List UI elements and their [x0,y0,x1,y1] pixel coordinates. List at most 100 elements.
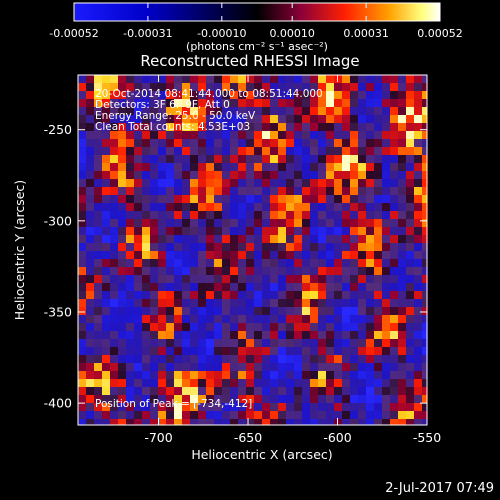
heatmap-cell [278,171,286,179]
heatmap-cell [118,363,126,371]
heatmap-cell [78,283,86,291]
heatmap-cell [214,75,222,83]
heatmap-cell [326,251,334,259]
heatmap-cell [118,403,126,411]
heatmap-cell [166,267,174,275]
heatmap-cell [238,339,246,347]
heatmap-cell [390,323,398,331]
heatmap-cell [198,123,206,131]
heatmap-cell [206,363,214,371]
heatmap-cell [94,307,102,315]
heatmap-cell [174,259,182,267]
heatmap-cell [318,83,326,91]
heatmap-cell [254,371,262,379]
heatmap-cell [422,251,427,259]
heatmap-cell [326,131,334,139]
heatmap-cell [382,115,390,123]
heatmap-cell [94,219,102,227]
heatmap-cell [126,371,134,379]
heatmap-cell [110,339,118,347]
heatmap-cell [110,123,118,131]
heatmap-cell [302,299,310,307]
heatmap-cell [158,307,166,315]
heatmap-cell [270,347,278,355]
heatmap-cell [94,395,102,403]
heatmap-cell [310,283,318,291]
heatmap-cell [118,123,126,131]
heatmap-cell [270,379,278,387]
heatmap-cell [270,155,278,163]
heatmap-cell [342,115,350,123]
heatmap-cell [422,379,427,387]
heatmap-cell [166,123,174,131]
heatmap-cell [422,187,427,195]
heatmap-cell [214,315,222,323]
heatmap-cell [166,187,174,195]
heatmap-cell [214,251,222,259]
heatmap-cell [334,323,342,331]
heatmap-cell [294,123,302,131]
heatmap-cell [94,299,102,307]
heatmap-cell [270,339,278,347]
heatmap-cell [358,115,366,123]
heatmap-cell [94,83,102,91]
heatmap-cell [94,339,102,347]
heatmap-cell [134,403,142,411]
heatmap-cell [94,139,102,147]
heatmap-cell [94,147,102,155]
heatmap-cell [134,243,142,251]
heatmap-cell [78,299,86,307]
heatmap-cell [406,307,414,315]
heatmap-cell [294,307,302,315]
heatmap-cell [262,171,270,179]
heatmap-cell [382,211,390,219]
heatmap-cell [414,203,422,211]
heatmap-cell [334,363,342,371]
heatmap-cell [134,387,142,395]
heatmap-cell [382,163,390,171]
heatmap-cell [94,283,102,291]
heatmap-cell [174,91,182,99]
annotation-detectors: Detectors: 3F 6F 9F, Att 0 [95,99,230,111]
heatmap-cell [198,419,206,425]
heatmap-cell [310,83,318,91]
heatmap-cell [310,339,318,347]
heatmap-cell [214,163,222,171]
heatmap-cell [206,419,214,425]
heatmap-cell [382,251,390,259]
heatmap-cell [326,283,334,291]
heatmap-cell [334,235,342,243]
heatmap-cell [406,419,414,425]
heatmap-cell [382,83,390,91]
heatmap-cell [270,411,278,419]
heatmap-cell [326,115,334,123]
heatmap-cell [310,75,318,83]
heatmap-cell [118,227,126,235]
heatmap-cell [398,83,406,91]
heatmap-cell [286,371,294,379]
heatmap-cell [238,403,246,411]
heatmap-cell [318,267,326,275]
heatmap-cell [342,371,350,379]
heatmap-cell [406,267,414,275]
heatmap-cell [190,315,198,323]
heatmap-cell [126,347,134,355]
heatmap-cell [302,363,310,371]
heatmap-cell [110,291,118,299]
heatmap-cell [398,251,406,259]
heatmap-cell [302,259,310,267]
heatmap-cell [230,323,238,331]
heatmap-cell [78,75,86,83]
heatmap-cell [310,155,318,163]
heatmap-cell [302,219,310,227]
heatmap-cell [294,379,302,387]
heatmap-cell [342,187,350,195]
heatmap-cell [390,275,398,283]
heatmap-cell [86,259,94,267]
annotation-total-counts: Clean Total counts: 4.53E+03 [95,121,250,133]
heatmap-cell [246,379,254,387]
heatmap-cell [318,211,326,219]
heatmap-cell [254,347,262,355]
heatmap-cell [302,115,310,123]
heatmap-cell [230,139,238,147]
